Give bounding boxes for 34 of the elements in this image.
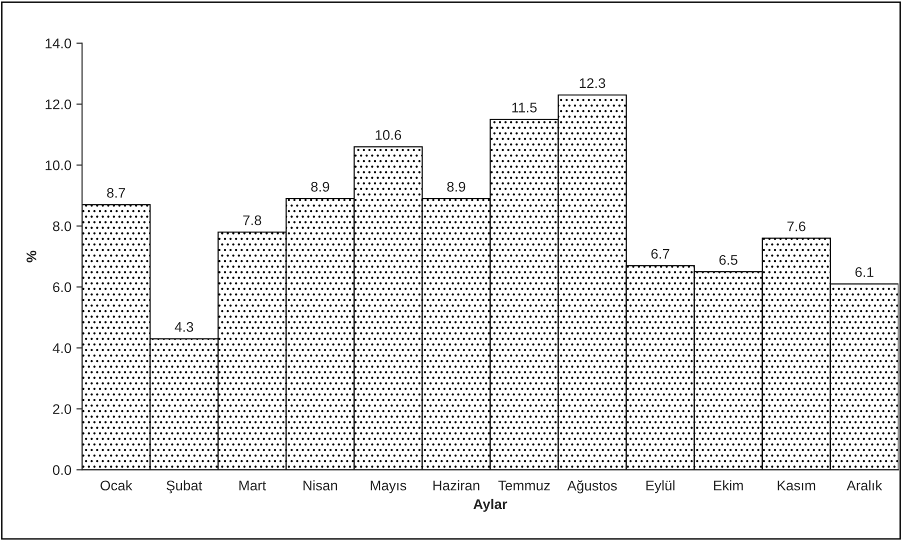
x-tick-label: Haziran xyxy=(433,480,480,490)
x-tick-label: Ağustos xyxy=(567,480,617,494)
data-label: 8.7 xyxy=(107,188,126,198)
data-label: 8.9 xyxy=(311,182,330,192)
y-tick-label: 10.0 xyxy=(46,160,72,170)
data-label: 12.3 xyxy=(580,78,606,88)
y-tick-label: 4.0 xyxy=(52,343,72,354)
x-tick-label: Mart xyxy=(239,480,266,490)
y-axis-title: % xyxy=(26,250,36,262)
y-tick-label: 14.0 xyxy=(46,38,72,48)
data-label: 11.5 xyxy=(512,102,537,112)
y-tick-label: 8.0 xyxy=(52,221,72,232)
data-label: 7.8 xyxy=(243,215,262,226)
x-tick-label: Ekim xyxy=(714,480,743,490)
y-tick-label: 0.0 xyxy=(52,465,72,475)
x-tick-label: Nisan xyxy=(304,480,338,490)
y-tick-label: 12.0 xyxy=(46,99,72,110)
data-label: 4.3 xyxy=(174,322,194,332)
y-tick-label: 6.0 xyxy=(53,282,72,292)
x-tick-label: Ocak xyxy=(100,480,132,490)
x-tick-label: Eylül xyxy=(646,480,674,494)
data-label: 8.9 xyxy=(447,182,466,192)
data-label: 7.6 xyxy=(787,221,806,232)
data-label: 6.7 xyxy=(651,248,670,259)
x-tick-label: Mayıs xyxy=(370,480,406,494)
data-label: 6.5 xyxy=(719,254,738,265)
x-tick-label: Temmuz xyxy=(498,480,550,490)
y-tick-label: 2.0 xyxy=(53,404,72,414)
x-tick-label: Aralık xyxy=(846,480,882,490)
data-label: 10.6 xyxy=(376,130,402,140)
x-axis-title: Aylar xyxy=(473,498,508,512)
x-tick-label: Kasım xyxy=(778,480,816,490)
data-label: 6.1 xyxy=(855,267,874,278)
x-tick-label: Şubat xyxy=(166,480,202,494)
